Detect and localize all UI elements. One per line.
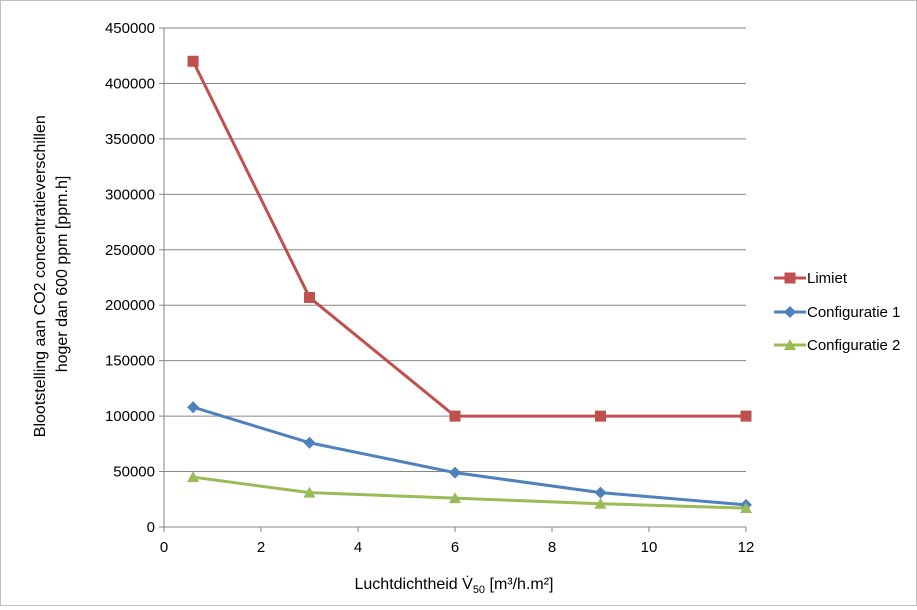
- data-point-limiet: [304, 291, 315, 303]
- data-point-configuratie-1: [449, 466, 461, 479]
- x-tick-label: 6: [451, 539, 459, 556]
- series-limiet: [187, 55, 752, 422]
- y-tick-label: 300000: [105, 186, 155, 203]
- axes: [159, 27, 747, 532]
- x-tick-label: 2: [257, 539, 265, 556]
- data-point-configuratie-1: [303, 436, 316, 449]
- series-configuratie-1: [187, 401, 752, 511]
- data-point-limiet: [187, 55, 199, 67]
- data-point-configuratie-2: [740, 502, 752, 514]
- data-point-limiet: [595, 410, 606, 422]
- y-tick-label: 100000: [105, 408, 155, 425]
- legend-entry-configuratie-1: Configuratie 1: [774, 304, 900, 321]
- legend: Limiet Configuratie 1 Configuratie 2: [774, 270, 900, 354]
- legend-label-configuratie-1: Configuratie 1: [807, 304, 900, 321]
- legend-marker-configuratie-2: [784, 339, 796, 350]
- data-point-limiet: [449, 410, 461, 422]
- legend-entry-limiet: Limiet: [774, 270, 848, 287]
- data-point-configuratie-1: [187, 401, 200, 414]
- legend-label-configuratie-2: Configuratie 2: [807, 337, 900, 354]
- series-configuratie-2: [187, 471, 752, 514]
- y-axis-title-line-2: hoger dan 600 ppm [ppm.h]: [54, 176, 71, 373]
- y-tick-label: 400000: [105, 75, 155, 92]
- data-point-configuratie-2: [187, 471, 200, 483]
- data-point-configuratie-2: [303, 486, 316, 498]
- series-line-configuratie-1: [192, 405, 747, 507]
- legend-label-limiet: Limiet: [807, 270, 848, 287]
- y-tick-label: 50000: [113, 464, 155, 481]
- series-lines: [187, 55, 752, 514]
- y-tick-label: 150000: [105, 353, 155, 370]
- y-axis-title: Blootstelling aan CO2 concentratieversch…: [32, 111, 71, 437]
- x-tick-label: 4: [354, 539, 362, 556]
- x-tick-labels: 0 2 4 6 8 10 12: [160, 539, 755, 556]
- y-tick-label: 0: [147, 519, 155, 536]
- y-tick-label: 350000: [105, 131, 155, 148]
- data-point-configuratie-1: [594, 486, 607, 499]
- x-axis-title: Luchtdichtheid V̇50 [m³/h.m²]: [355, 575, 554, 596]
- y-tick-label: 200000: [105, 297, 155, 314]
- legend-marker-limiet: [784, 272, 796, 284]
- x-tick-label: 0: [160, 539, 168, 556]
- data-point-configuratie-2: [449, 492, 461, 504]
- x-tick-label: 12: [738, 539, 755, 556]
- x-tick-label: 10: [641, 539, 658, 556]
- y-tick-labels: 0 50000 100000 150000 200000 250000 300000 3500…: [105, 20, 155, 536]
- y-tick-label: 450000: [105, 20, 155, 37]
- data-point-limiet: [740, 410, 752, 422]
- legend-marker-configuratie-1: [784, 306, 796, 318]
- series-line-configuratie-2: [192, 475, 747, 510]
- data-point-configuratie-2: [594, 497, 607, 509]
- y-tick-label: 250000: [105, 242, 155, 259]
- legend-entry-configuratie-2: Configuratie 2: [774, 337, 900, 354]
- series-line-limiet: [191, 60, 746, 418]
- y-axis-title-line-1: Blootstelling aan CO2 concentratieversch…: [32, 115, 49, 437]
- x-tick-label: 8: [548, 539, 556, 556]
- gridlines: [164, 27, 746, 473]
